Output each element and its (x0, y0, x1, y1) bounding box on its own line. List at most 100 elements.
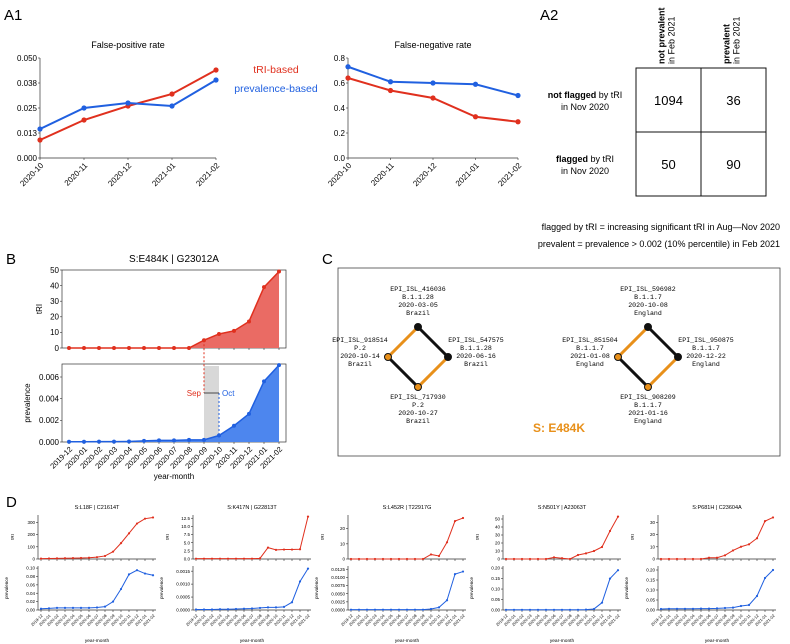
d-prev-0-point-0-13 (143, 572, 147, 575)
d-prev-4-point-0-13 (763, 576, 767, 580)
d-prev-2-point-0-13 (453, 573, 457, 576)
legend-tri-based: tRI-based (253, 64, 299, 76)
d-prev-1-point-0-5 (234, 607, 238, 611)
fpr-point-1-3 (169, 103, 175, 109)
fnr-xtick-label: 2020-11 (369, 161, 396, 188)
edge-top-left (386, 325, 420, 359)
d-tri-4-point-0-3 (683, 557, 687, 561)
d-prev-4-point-0-12 (755, 594, 759, 598)
b-tri-ytick-label: 30 (50, 297, 59, 306)
d-prev-2-point-0-1 (357, 608, 361, 611)
b-tri-point-0-11 (232, 328, 236, 333)
d-prev-3-point-0-1 (512, 608, 516, 611)
d-prev-2-ytick-label: 0.0125 (331, 567, 345, 572)
fnr-point-1-3 (472, 81, 479, 87)
d-tri-0-point-0-0 (39, 557, 43, 560)
d-tri-2-point-0-4 (381, 557, 385, 561)
d-prev-0-point-0-14 (151, 574, 155, 577)
d-tri-0-point-0-12 (135, 522, 139, 525)
d-tri-4-point-0-11 (747, 543, 751, 546)
d-prev-1-point-0-13 (298, 580, 302, 583)
d-tri-3-ytick-label: 0 (497, 557, 500, 562)
d-prev-4-point-0-4 (691, 607, 695, 610)
table-cell: 1094 (654, 93, 683, 108)
fpr-xtick-label: 2020-10 (18, 161, 46, 189)
d-tri-3-ytick-label: 40 (495, 525, 501, 530)
node-label-date: 2021-01-16 (628, 410, 668, 417)
b-tri-area (69, 271, 279, 348)
d-prev-4-point-0-11 (747, 603, 751, 607)
row-header: not flagged by tRI (548, 90, 623, 100)
sequence-node (614, 353, 622, 361)
sequence-node (414, 383, 422, 391)
panel-label-a1: A1 (4, 7, 22, 24)
d-tri-2-point-0-5 (389, 557, 393, 561)
d-tri-1-ytick-label: 0.0 (184, 557, 191, 562)
d-prev-2-point-0-3 (373, 608, 377, 611)
d-tri-2-ylabel: tRI (320, 534, 325, 540)
d-tri-1-point-0-5 (234, 557, 238, 560)
node-label-lineage: P.2 (354, 345, 366, 352)
d-tri-4-ytick-label: 10 (650, 544, 656, 549)
node-label-lineage: B.1.1.7 (634, 402, 662, 409)
d-prev-1-point-0-2 (210, 608, 214, 611)
d-prev-4-ytick-label: 0.00 (646, 608, 655, 613)
b-prev-ylabel: prevalence (23, 383, 32, 423)
false-positive-rate-chart: 0.000 0.013 0.025 0.038 0.050 2020-10 2020-11 2… (17, 40, 222, 188)
d-prev-3-point-0-4 (536, 608, 540, 611)
d-prev-1-ylabel: prevalence (159, 576, 164, 599)
d-prev-0-point-0-5 (79, 606, 83, 610)
d-tri-2-point-0-6 (397, 557, 401, 561)
fpr-xtick-label: 2020-11 (63, 161, 90, 188)
node-label-date: 2020-10-14 (340, 353, 380, 360)
b-tri-point-0-14 (277, 269, 281, 274)
legend-prevalence-based: prevalence-based (234, 83, 318, 95)
d-prev-1-point-0-12 (290, 601, 294, 604)
b-tri-point-0-12 (247, 319, 251, 324)
d-prev-3-ytick-label: 0.10 (491, 587, 500, 592)
d-tri-2-ytick-label: 20 (340, 526, 346, 531)
d-tri-1-ytick-label: 10.0 (181, 524, 190, 529)
column-header: prevalent (722, 24, 732, 64)
d-tri-2-point-0-8 (413, 557, 417, 561)
d-tri-3-point-0-3 (528, 557, 532, 561)
d-prev-1-point-0-8 (258, 606, 262, 610)
d-tri-1-point-0-13 (298, 548, 302, 551)
fpr-point-0-3 (169, 91, 175, 97)
node-label-place: Brazil (464, 361, 488, 368)
d-tri-4-point-0-9 (731, 549, 735, 552)
d-prev-2-point-0-6 (397, 608, 401, 611)
d-prev-0-point-0-6 (87, 606, 91, 610)
d-prev-2-point-0-12 (445, 599, 449, 602)
oct-label: Oct (222, 389, 235, 398)
node-label-place: Brazil (406, 418, 430, 425)
d-prev-0-point-0-2 (55, 606, 59, 610)
d-prev-2-ytick-label: 0.0050 (331, 591, 345, 596)
d-prev-3-ytick-label: 0.15 (491, 576, 500, 581)
d-tri-3-point-0-8 (568, 557, 572, 561)
b-tri-point-0-6 (157, 346, 161, 350)
edge-top-right (646, 325, 680, 359)
d-prev-4-point-0-7 (715, 607, 719, 610)
d-prev-4-point-0-9 (731, 606, 735, 609)
b-prev-point-0-1 (82, 439, 86, 444)
sequence-node (644, 323, 652, 331)
b-tri-point-0-7 (172, 346, 176, 350)
d-tri-2-point-0-14 (461, 516, 465, 520)
d-tri-1-point-0-11 (282, 548, 286, 551)
d-prev-0-point-0-0 (39, 607, 43, 610)
d-tri-4-point-0-7 (715, 556, 719, 559)
node-label-date: 2020-06-16 (456, 353, 496, 360)
b-tri-ytick-label: 50 (50, 266, 59, 275)
d-prev-3-ytick-label: 0.05 (491, 597, 500, 602)
d-tri-0-title: S:L18F | C21614T (75, 505, 120, 511)
d-tri-0-point-0-14 (151, 516, 155, 519)
d-prev-1-point-0-4 (226, 608, 230, 611)
d-prev-1-point-0-0 (194, 608, 198, 611)
d-tri-2-point-0-11 (437, 554, 441, 558)
d-tri-4-point-0-1 (667, 557, 671, 561)
d-tri-4-point-0-5 (699, 557, 703, 561)
d-prev-4-series-line-0 (660, 569, 774, 610)
d-tri-0-point-0-1 (47, 557, 51, 560)
d-tri-1-ylabel: tRI (165, 534, 170, 540)
